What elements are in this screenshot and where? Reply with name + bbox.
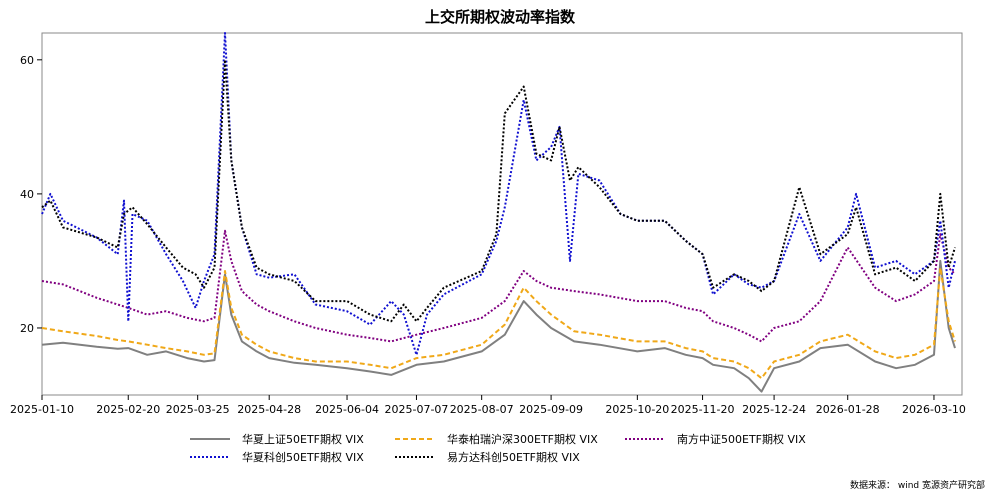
series-line <box>41 229 956 343</box>
x-tick-label: 2026-01-28 <box>816 403 880 416</box>
series-group <box>41 32 956 393</box>
legend: 华夏上证50ETF期权 VIX 华泰柏瑞沪深300ETF期权 VIX 南方中证500… <box>190 432 806 464</box>
legend-label: 南方中证500ETF期权 VIX <box>677 432 806 446</box>
legend-label: 华夏科创50ETF期权 VIX <box>242 450 364 464</box>
y-tick-label: 20 <box>20 322 34 335</box>
y-tick-label: 40 <box>20 188 34 201</box>
legend-label: 华夏上证50ETF期权 VIX <box>242 432 364 446</box>
x-tick-label: 2025-02-20 <box>96 403 160 416</box>
y-tick-label: 60 <box>20 54 34 67</box>
x-tick-label: 2025-08-07 <box>450 403 514 416</box>
series-line <box>41 259 956 393</box>
source-note: 数据来源： wind 宽源资产研究部 <box>850 479 985 491</box>
x-tick-label: 2025-01-10 <box>10 403 74 416</box>
x-tick-label: 2025-12-24 <box>742 403 806 416</box>
x-tick-label: 2026-03-10 <box>902 403 966 416</box>
legend-label: 华泰柏瑞沪深300ETF期权 VIX <box>447 432 598 446</box>
x-tick-label: 2025-06-04 <box>315 403 379 416</box>
legend-label: 易方达科创50ETF期权 VIX <box>447 450 580 464</box>
x-axis: 2025-01-10 2025-02-20 2025-03-25 2025-04-28… <box>10 395 966 416</box>
x-tick-label: 2025-09-09 <box>519 403 583 416</box>
series-line <box>41 266 956 380</box>
x-tick-label: 2025-10-20 <box>605 403 669 416</box>
x-tick-label: 2025-03-25 <box>166 403 230 416</box>
chart-title: 上交所期权波动率指数 <box>425 8 576 26</box>
y-axis: 20 40 60 <box>20 54 42 335</box>
x-tick-label: 2025-04-28 <box>237 403 301 416</box>
x-tick-label: 2025-07-07 <box>384 403 448 416</box>
x-tick-label: 2025-11-20 <box>671 403 735 416</box>
series-line <box>41 58 956 323</box>
series-line <box>41 32 956 356</box>
